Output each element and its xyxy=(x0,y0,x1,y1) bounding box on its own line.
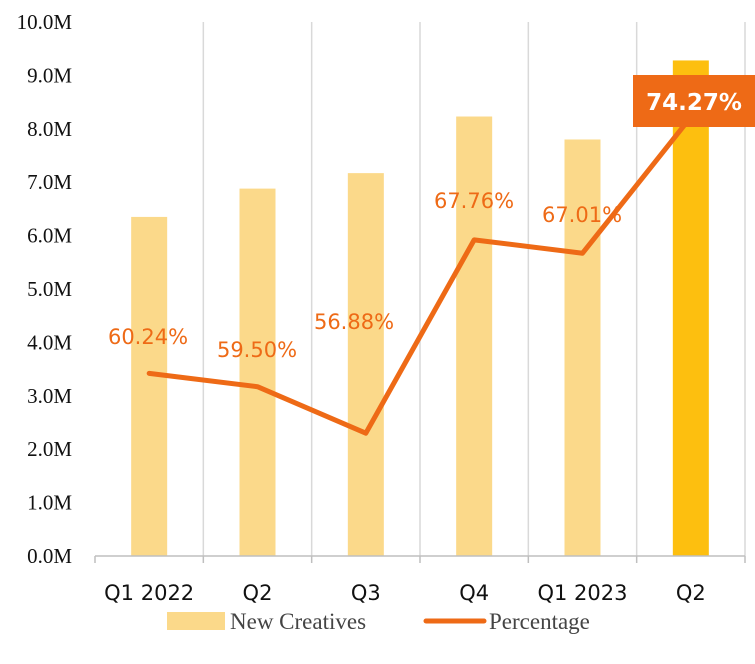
y-tick-label: 10.0M xyxy=(17,10,73,34)
data-label-1: 60.24% xyxy=(108,325,188,349)
data-label-2: 59.50% xyxy=(217,338,297,362)
y-tick-label: 8.0M xyxy=(27,117,72,141)
x-tick-label: Q2 xyxy=(676,581,706,605)
bar-2 xyxy=(239,188,276,556)
data-labels: 60.24% 59.50% 56.88% 67.76% 67.01% 74.27% xyxy=(108,75,755,362)
legend-label-line: Percentage xyxy=(489,609,590,634)
bar-3 xyxy=(347,173,384,556)
y-tick-label: 4.0M xyxy=(27,330,72,354)
bar-1 xyxy=(131,216,168,556)
data-label-3: 56.88% xyxy=(314,310,394,334)
bar-5 xyxy=(564,139,601,557)
y-tick-label: 7.0M xyxy=(27,170,72,194)
y-tick-label: 5.0M xyxy=(27,277,72,301)
bar-6 xyxy=(672,60,709,557)
legend-swatch-bars xyxy=(167,612,225,630)
highlight-data-label: 74.27% xyxy=(646,90,742,116)
data-label-4: 67.76% xyxy=(434,189,514,213)
y-tick-label: 2.0M xyxy=(27,437,72,461)
highlight-label-box xyxy=(633,75,755,127)
y-tick-label: 1.0M xyxy=(27,491,72,515)
y-tick-label: 3.0M xyxy=(27,384,72,408)
bar-4 xyxy=(456,116,493,556)
y-tick-label: 9.0M xyxy=(27,63,72,87)
bar-series xyxy=(131,60,709,557)
y-tick-label: 0.0M xyxy=(27,544,72,568)
x-tick-label: Q4 xyxy=(459,581,489,605)
legend: New Creatives Percentage xyxy=(167,609,590,634)
x-tick-label: Q3 xyxy=(351,581,381,605)
y-tick-label: 6.0M xyxy=(27,224,72,248)
legend-label-bars: New Creatives xyxy=(230,609,366,634)
axes: 0.0M 1.0M 2.0M 3.0M 4.0M 5.0M 6.0M 7.0M 8.0M 9.0M… xyxy=(17,10,746,605)
percentage-line xyxy=(146,114,694,436)
x-tick-label: Q1 2023 xyxy=(537,581,627,605)
x-tick-label: Q2 xyxy=(243,581,273,605)
x-tick-label: Q1 2022 xyxy=(104,581,194,605)
data-label-5: 67.01% xyxy=(542,203,622,227)
